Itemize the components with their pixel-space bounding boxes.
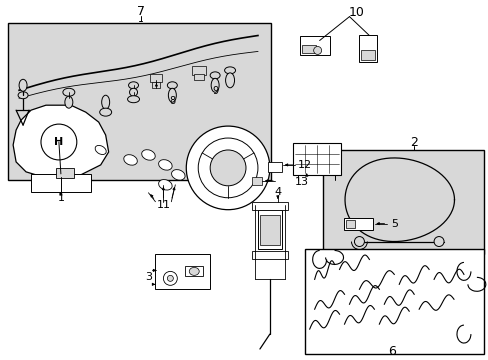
Bar <box>56 168 74 178</box>
Text: 4: 4 <box>274 187 281 197</box>
Bar <box>150 74 162 82</box>
Bar <box>345 220 355 228</box>
Bar <box>304 249 483 354</box>
Circle shape <box>41 124 77 160</box>
Bar <box>267 162 281 172</box>
Polygon shape <box>13 105 108 178</box>
Ellipse shape <box>128 82 138 89</box>
Bar <box>251 252 287 260</box>
Ellipse shape <box>158 180 172 190</box>
Text: 2: 2 <box>409 135 417 149</box>
Ellipse shape <box>95 145 106 154</box>
Circle shape <box>167 275 173 282</box>
Bar <box>31 174 91 192</box>
Text: 7: 7 <box>136 5 144 18</box>
Circle shape <box>163 271 177 285</box>
Ellipse shape <box>102 95 109 109</box>
Text: 1: 1 <box>57 193 64 203</box>
Ellipse shape <box>142 150 155 160</box>
Bar <box>322 150 483 255</box>
Bar <box>260 215 279 244</box>
Bar <box>257 210 281 249</box>
Bar <box>361 50 375 60</box>
Ellipse shape <box>65 96 73 108</box>
Text: 10: 10 <box>348 6 364 19</box>
Ellipse shape <box>313 46 321 54</box>
Bar <box>155 255 210 289</box>
Ellipse shape <box>211 78 219 92</box>
Ellipse shape <box>224 67 235 74</box>
Bar <box>152 82 160 88</box>
Ellipse shape <box>63 88 75 96</box>
Ellipse shape <box>225 73 234 88</box>
Bar <box>299 36 329 55</box>
Ellipse shape <box>19 79 27 91</box>
Text: 5: 5 <box>390 219 397 229</box>
Ellipse shape <box>189 267 199 275</box>
Ellipse shape <box>18 92 28 99</box>
Ellipse shape <box>210 72 220 79</box>
Bar <box>292 143 340 175</box>
Text: 12: 12 <box>297 160 311 170</box>
Bar <box>251 202 287 210</box>
Ellipse shape <box>171 170 184 180</box>
Text: 11: 11 <box>156 200 170 210</box>
Circle shape <box>433 237 443 247</box>
Bar <box>359 35 377 62</box>
Circle shape <box>210 150 245 186</box>
Text: 8: 8 <box>169 96 175 106</box>
Bar <box>185 266 203 276</box>
Ellipse shape <box>168 88 176 102</box>
Ellipse shape <box>123 155 137 165</box>
Bar <box>192 66 206 75</box>
Bar <box>343 218 373 230</box>
Bar <box>251 177 262 185</box>
Ellipse shape <box>129 88 137 96</box>
Circle shape <box>186 126 269 210</box>
Text: 3: 3 <box>144 273 152 282</box>
Ellipse shape <box>100 108 111 116</box>
Ellipse shape <box>127 96 139 103</box>
Circle shape <box>198 138 257 198</box>
Text: 13: 13 <box>294 177 308 187</box>
Text: H: H <box>54 137 63 147</box>
Bar <box>194 74 204 80</box>
Text: 9: 9 <box>212 86 218 96</box>
Circle shape <box>354 237 364 247</box>
Text: 6: 6 <box>387 345 395 357</box>
Bar <box>301 45 315 53</box>
Bar <box>8 23 270 180</box>
Ellipse shape <box>167 82 177 89</box>
Ellipse shape <box>158 159 172 170</box>
